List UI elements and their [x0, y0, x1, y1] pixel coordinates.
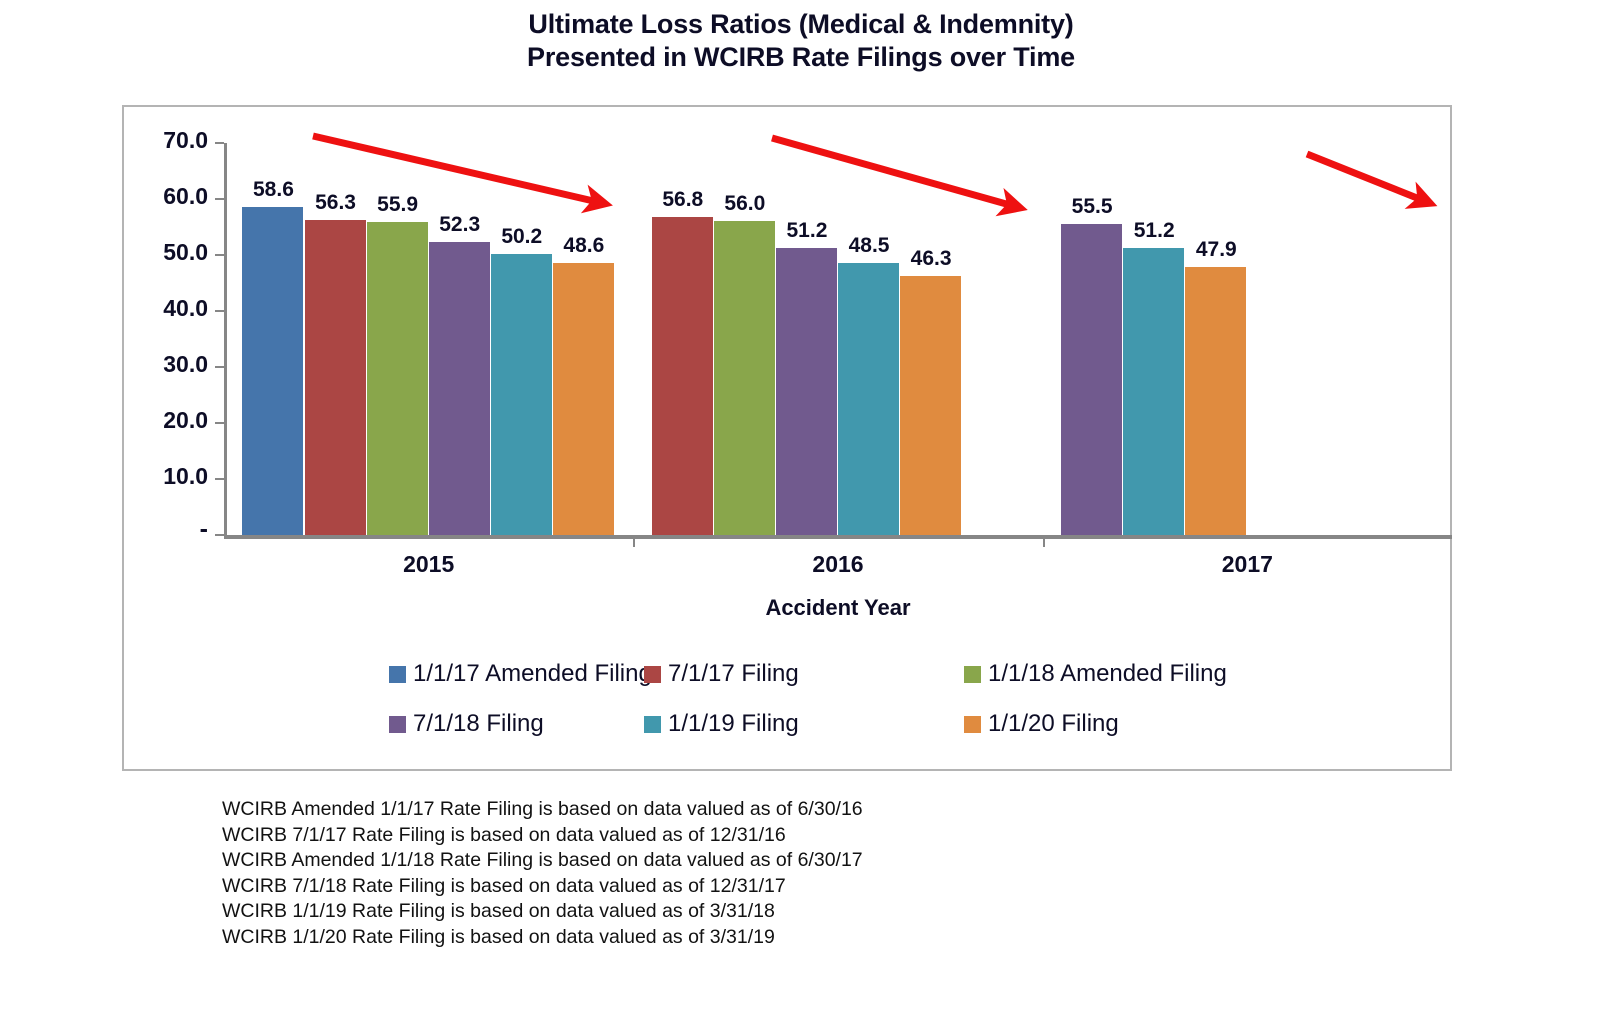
y-axis-label: 70.0: [163, 127, 208, 153]
y-axis-label: 30.0: [163, 351, 208, 377]
footnote-line-6: WCIRB 1/1/20 Rate Filing is based on dat…: [222, 925, 775, 948]
y-axis-label: 60.0: [163, 183, 208, 209]
y-axis-line: [224, 143, 227, 535]
bar-value-label: 55.5: [1071, 195, 1113, 219]
y-axis-label: 20.0: [163, 407, 208, 433]
x-axis-title: Accident Year: [765, 595, 911, 620]
footnote-line-5: WCIRB 1/1/19 Rate Filing is based on dat…: [222, 900, 775, 922]
title-line-1: Ultimate Loss Ratios (Medical & Indemnit…: [528, 9, 1074, 39]
bar-2015-1-1-19-filing[interactable]: [490, 253, 552, 535]
bar-2015-7-1-18-filing[interactable]: [428, 242, 490, 535]
bar-value-label: 51.2: [786, 219, 828, 243]
legend-item-3[interactable]: 1/1/18 Amended Filing: [964, 662, 1227, 686]
y-axis-tick: [215, 422, 224, 424]
bar-value-label: 56.8: [662, 187, 704, 211]
bar-value-label: 47.9: [1195, 237, 1237, 261]
x-axis-tick: [1042, 535, 1045, 547]
y-axis-tick: [215, 534, 224, 536]
y-axis-tick: [215, 142, 224, 144]
legend-row-2: 7/1/18 Filing 1/1/19 Filing 1/1/20 Filing: [124, 712, 1454, 762]
bar-2016-7-1-17-filing[interactable]: [651, 216, 713, 535]
y-axis-label: 50.0: [163, 239, 208, 265]
legend-swatch-icon: [389, 715, 406, 733]
legend-row-1: 1/1/17 Amended Filing 7/1/17 Filing 1/1/18…: [124, 662, 1454, 712]
x-axis-line: [224, 535, 1452, 539]
title-line-2: Presented in WCIRB Rate Filings over Tim…: [527, 42, 1075, 72]
bar-value-label: 58.6: [253, 177, 294, 201]
footnote-line-4: WCIRB 7/1/18 Rate Filing is based on dat…: [222, 874, 786, 897]
bar-value-label: 46.3: [910, 246, 952, 270]
x-axis-category-2017: 2017: [1221, 551, 1273, 577]
bar-value-label: 48.6: [563, 233, 605, 257]
x-axis-tick: [633, 535, 636, 547]
legend-label: 1/1/19 Filing: [668, 710, 799, 737]
y-axis-label: -: [199, 515, 208, 543]
legend-swatch-icon: [389, 665, 406, 683]
bar-value-label: 56.0: [724, 192, 766, 216]
bar-2016-1-1-19-filing[interactable]: [838, 263, 900, 535]
legend-label: 1/1/20 Filing: [988, 710, 1119, 737]
legend-swatch-icon: [964, 665, 981, 683]
y-axis-tick: [215, 478, 224, 480]
legend-item-4[interactable]: 7/1/18 Filing: [389, 712, 544, 736]
bar-2017-1-1-20-filing[interactable]: [1185, 266, 1247, 535]
y-axis-label: 10.0: [163, 463, 208, 489]
y-axis-tick: [215, 254, 224, 256]
footnote-line-2: WCIRB 7/1/17 Rate Filing is based on dat…: [222, 823, 786, 846]
bar-2016-1-1-20-filing[interactable]: [900, 275, 962, 535]
bar-2016-7-1-18-filing[interactable]: [775, 248, 837, 535]
legend-swatch-icon: [964, 715, 981, 733]
legend-item-1[interactable]: 1/1/17 Amended Filing: [389, 662, 652, 686]
y-axis-tick: [215, 366, 224, 368]
chart-container: 70.0 60.0 50.0 40.0 30.0 20.0 10.0 - 2015 2016 20…: [122, 105, 1452, 771]
bar-2016-1-1-18-amended-filing[interactable]: [713, 221, 775, 535]
legend-label: 1/1/17 Amended Filing: [413, 660, 652, 687]
legend-label: 1/1/18 Amended Filing: [988, 660, 1227, 687]
chart-legend: 1/1/17 Amended Filing 7/1/17 Filing 1/1/18…: [124, 662, 1454, 762]
legend-item-6[interactable]: 1/1/20 Filing: [964, 712, 1119, 736]
bar-value-label: 48.5: [848, 234, 890, 258]
footnote-line-3: WCIRB Amended 1/1/18 Rate Filing is base…: [222, 849, 863, 871]
legend-item-2[interactable]: 7/1/17 Filing: [644, 662, 799, 686]
bar-2015-1-1-18-amended-filing[interactable]: [366, 221, 428, 535]
legend-label: 7/1/17 Filing: [668, 660, 799, 687]
bar-2015-1-1-17-amended-filing[interactable]: [242, 206, 304, 535]
y-axis-label: 40.0: [163, 295, 208, 321]
footnotes-block: WCIRB Amended 1/1/17 Rate Filing is base…: [222, 797, 863, 950]
plot-area: 70.0 60.0 50.0 40.0 30.0 20.0 10.0 - 2015 2016 20…: [163, 127, 1452, 620]
y-axis-tick: [215, 310, 224, 312]
bar-2015-1-1-20-filing[interactable]: [552, 262, 614, 535]
legend-swatch-icon: [644, 665, 661, 683]
legend-label: 7/1/18 Filing: [413, 710, 544, 737]
bar-2015-7-1-17-filing[interactable]: [304, 219, 366, 535]
x-axis-category-2015: 2015: [403, 551, 455, 577]
page-title: Ultimate Loss Ratios (Medical & Indemnit…: [0, 8, 1602, 74]
y-axis-tick: [215, 198, 224, 200]
legend-item-5[interactable]: 1/1/19 Filing: [644, 712, 799, 736]
bar-value-label: 51.2: [1133, 219, 1175, 243]
footnote-line-1: WCIRB Amended 1/1/17 Rate Filing is base…: [222, 798, 863, 820]
bar-2017-7-1-18-filing[interactable]: [1061, 224, 1123, 535]
bar-2017-1-1-19-filing[interactable]: [1123, 248, 1185, 535]
bar-value-label: 50.2: [501, 224, 543, 248]
bar-value-label: 52.3: [439, 213, 481, 237]
x-axis-category-2016: 2016: [812, 551, 864, 577]
legend-swatch-icon: [644, 715, 661, 733]
